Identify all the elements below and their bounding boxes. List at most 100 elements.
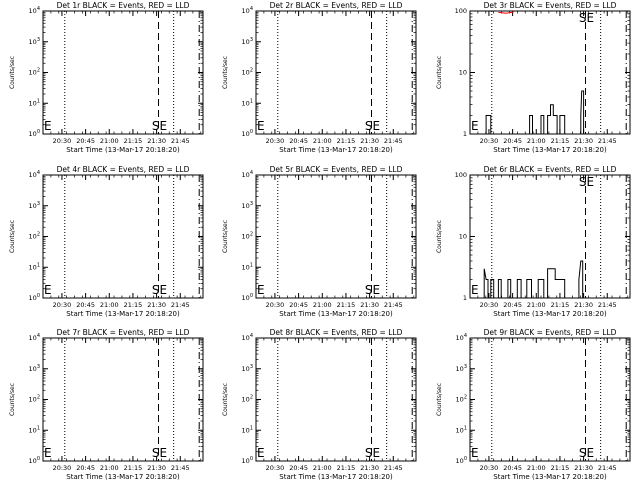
- y-tick-label: 101: [29, 425, 40, 434]
- x-tick-label: 20:45: [289, 137, 308, 145]
- chart-title: Det 9r BLACK = Events, RED = LLD: [484, 328, 617, 337]
- marker-e-right: E: [160, 119, 168, 133]
- y-tick-label: 101: [456, 425, 467, 434]
- y-axis-label: Counts/sec: [222, 383, 229, 416]
- y-tick-label: 10: [459, 233, 467, 241]
- marker-e-right: E: [587, 175, 595, 189]
- y-tick-label: 104: [242, 6, 253, 15]
- marker-s: S: [365, 446, 373, 460]
- marker-e-left: E: [471, 446, 479, 460]
- x-tick-label: 21:15: [551, 464, 570, 472]
- y-tick-label: 101: [242, 98, 253, 107]
- x-axis-label: Start Time (13-Mar-17 20:18:20): [66, 146, 180, 154]
- y-tick-label: 103: [242, 364, 253, 373]
- marker-s: S: [152, 446, 160, 460]
- chart-panel-5: Det 5r BLACK = Events, RED = LLD Counts/s…: [222, 165, 417, 318]
- chart-title: Det 3r BLACK = Events, RED = LLD: [484, 1, 617, 10]
- y-tick-label: 100: [29, 456, 40, 465]
- y-axis-label: Counts/sec: [9, 56, 16, 89]
- marker-e-left: E: [44, 119, 52, 133]
- x-axis-label: Start Time (13-Mar-17 20:18:20): [279, 310, 393, 318]
- x-tick-label: 21:00: [100, 464, 119, 472]
- x-tick-label: 20:45: [76, 301, 95, 309]
- y-tick-label: 100: [455, 171, 467, 179]
- x-tick-label: 20:30: [266, 137, 285, 145]
- plot-frame: [42, 174, 204, 299]
- marker-e-right: E: [160, 283, 168, 297]
- y-axis-label: Counts/sec: [436, 383, 443, 416]
- chart-title: Det 6r BLACK = Events, RED = LLD: [484, 165, 617, 174]
- x-tick-label: 21:15: [551, 137, 570, 145]
- x-tick-label: 21:15: [124, 301, 143, 309]
- y-tick-label: 103: [242, 201, 253, 210]
- chart-panel-2: Det 2r BLACK = Events, RED = LLD Counts/s…: [222, 1, 417, 154]
- marker-e-left: E: [44, 446, 52, 460]
- chart-panel-1: Det 1r BLACK = Events, RED = LLD Counts/s…: [9, 1, 204, 154]
- x-axis-label: Start Time (13-Mar-17 20:18:20): [66, 473, 180, 480]
- y-tick-label: 104: [29, 333, 40, 342]
- x-tick-label: 21:15: [551, 301, 570, 309]
- x-tick-label: 21:30: [147, 137, 166, 145]
- marker-e-left: E: [471, 119, 479, 133]
- x-tick-label: 20:45: [503, 464, 522, 472]
- x-tick-label: 21:30: [574, 464, 593, 472]
- plot-frame: [255, 10, 417, 135]
- y-tick-label: 101: [29, 98, 40, 107]
- plot-frame: [469, 337, 631, 462]
- chart-title: Det 1r BLACK = Events, RED = LLD: [57, 1, 190, 10]
- y-tick-label: 10: [459, 69, 467, 77]
- marker-s: S: [365, 283, 373, 297]
- marker-e-left: E: [44, 283, 52, 297]
- y-tick-label: 100: [29, 129, 40, 138]
- series-line-1: [470, 260, 630, 299]
- y-tick-label: 104: [29, 6, 40, 15]
- y-axis-label: Counts/sec: [9, 220, 16, 253]
- y-tick-label: 102: [242, 395, 253, 404]
- x-tick-label: 21:45: [598, 137, 617, 145]
- x-tick-label: 21:00: [100, 137, 119, 145]
- x-tick-label: 21:45: [384, 464, 403, 472]
- x-axis-label: Start Time (13-Mar-17 20:18:20): [493, 310, 607, 318]
- marker-s: S: [365, 119, 373, 133]
- marker-s: S: [579, 11, 587, 25]
- y-tick-label: 102: [29, 232, 40, 241]
- y-tick-label: 101: [242, 262, 253, 271]
- chart-panel-7: Det 7r BLACK = Events, RED = LLD Counts/s…: [9, 328, 204, 480]
- chart-panel-4: Det 4r BLACK = Events, RED = LLD Counts/s…: [9, 165, 204, 318]
- chart-panel-8: Det 8r BLACK = Events, RED = LLD Counts/s…: [222, 328, 417, 480]
- x-tick-label: 20:45: [76, 464, 95, 472]
- x-tick-label: 21:30: [360, 464, 379, 472]
- y-tick-label: 104: [242, 170, 253, 179]
- marker-e-left: E: [471, 283, 479, 297]
- chart-panel-6: Det 6r BLACK = Events, RED = LLD Counts/s…: [436, 165, 631, 318]
- y-axis-label: Counts/sec: [9, 383, 16, 416]
- x-axis-label: Start Time (13-Mar-17 20:18:20): [493, 473, 607, 480]
- y-axis-label: Counts/sec: [436, 220, 443, 253]
- x-tick-label: 20:45: [503, 137, 522, 145]
- y-tick-label: 100: [242, 293, 253, 302]
- x-tick-label: 20:30: [266, 464, 285, 472]
- x-tick-label: 21:15: [337, 464, 356, 472]
- x-tick-label: 21:00: [313, 137, 332, 145]
- marker-e-right: E: [160, 446, 168, 460]
- y-tick-label: 102: [456, 395, 467, 404]
- y-tick-label: 100: [29, 293, 40, 302]
- x-tick-label: 20:45: [289, 464, 308, 472]
- x-tick-label: 21:15: [337, 301, 356, 309]
- y-tick-label: 103: [29, 364, 40, 373]
- chart-title: Det 5r BLACK = Events, RED = LLD: [270, 165, 403, 174]
- y-tick-label: 101: [29, 262, 40, 271]
- marker-e-right: E: [373, 119, 381, 133]
- x-tick-label: 21:00: [313, 301, 332, 309]
- x-tick-label: 21:45: [384, 301, 403, 309]
- x-tick-label: 21:15: [124, 137, 143, 145]
- y-tick-label: 100: [242, 129, 253, 138]
- y-tick-label: 100: [455, 7, 467, 15]
- x-tick-label: 20:30: [266, 301, 285, 309]
- x-tick-label: 21:15: [124, 464, 143, 472]
- x-tick-label: 21:45: [598, 464, 617, 472]
- x-tick-label: 21:30: [360, 301, 379, 309]
- y-tick-label: 102: [29, 395, 40, 404]
- marker-e-left: E: [257, 446, 265, 460]
